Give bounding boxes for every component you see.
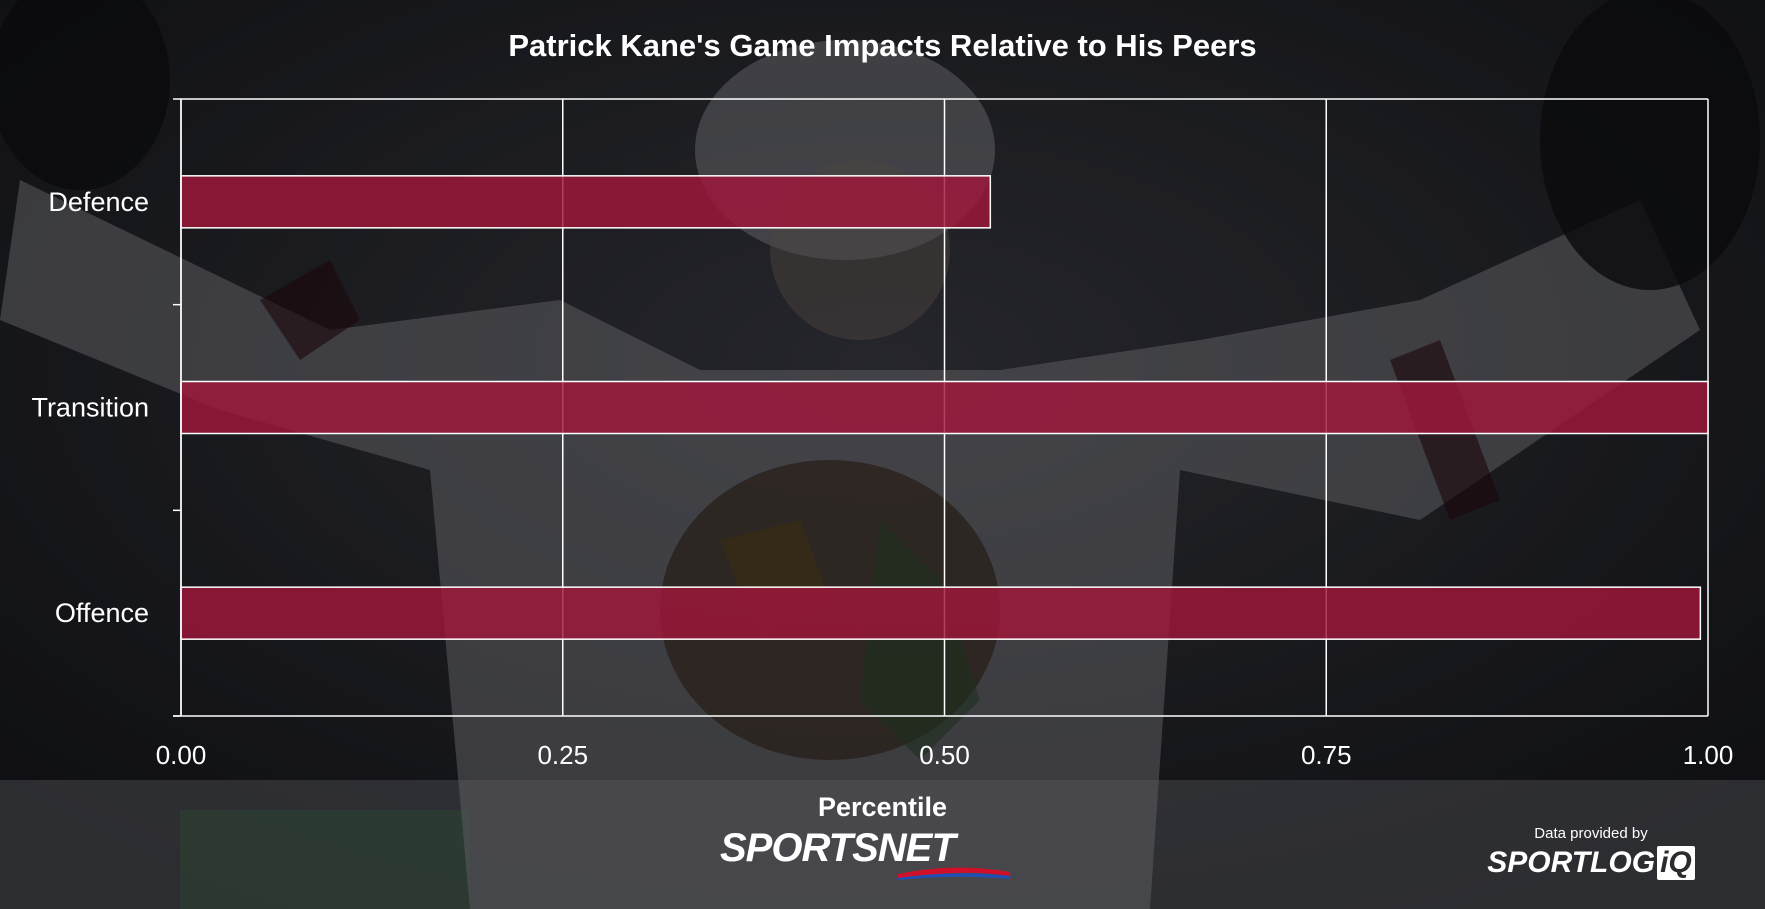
category-label-defence: Defence	[48, 187, 149, 217]
y-axis	[173, 98, 1708, 717]
x-tick-label: 0.00	[156, 740, 207, 770]
sportlogiq-logo-text: SPORTLOG	[1487, 846, 1656, 879]
sportlogiq-logo-suffix: iQ	[1657, 846, 1695, 880]
credit-text: Data provided by	[1534, 825, 1648, 842]
category-label-offence: Offence	[55, 598, 149, 628]
category-label-transition: Transition	[31, 393, 149, 423]
bar-transition	[180, 380, 1709, 435]
x-tick-labels: 0.00 0.25 0.50 0.75 1.00	[156, 740, 1734, 770]
bar-offence	[180, 586, 1702, 640]
sportsnet-swoosh-icon	[898, 867, 1010, 880]
bars	[180, 175, 1709, 640]
sportsnet-logo-text: SPORTSNET	[720, 826, 956, 870]
chart-title: Patrick Kane's Game Impacts Relative to …	[508, 28, 1257, 63]
data-credit: Data provided by SPORTLOG iQ	[1476, 825, 1706, 880]
x-axis-label: Percentile	[817, 792, 948, 822]
sportlogiq-logo: SPORTLOG iQ	[1476, 846, 1706, 880]
bar-defence	[180, 175, 992, 229]
category-labels: Defence Transition Offence	[31, 187, 149, 628]
x-tick-label: 0.75	[1301, 740, 1352, 770]
sportsnet-logo: SPORTSNET	[720, 828, 1030, 888]
x-tick-label: 0.50	[919, 740, 970, 770]
x-tick-label: 1.00	[1683, 740, 1734, 770]
x-tick-label: 0.25	[537, 740, 588, 770]
